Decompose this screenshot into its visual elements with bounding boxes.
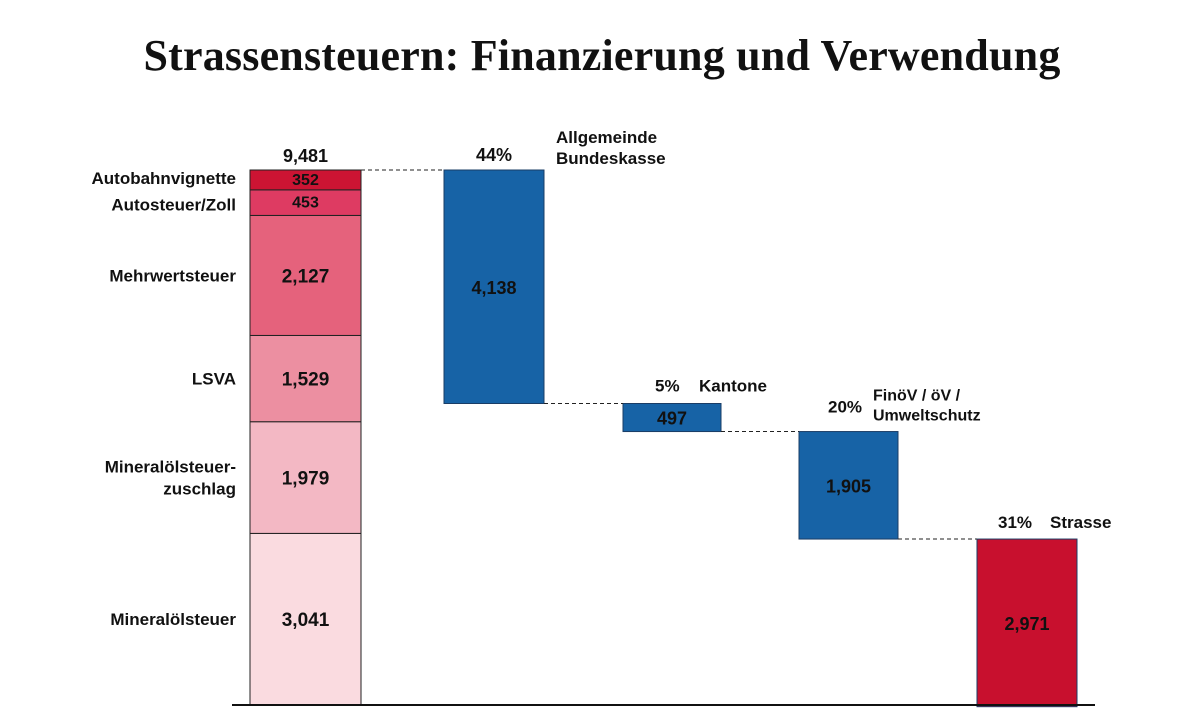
use-percent-label-1: 5% — [655, 377, 680, 396]
use-value-label-1: 497 — [657, 409, 687, 429]
source-value-label-3: 2,127 — [282, 266, 330, 287]
source-segment-5 — [249, 169, 362, 191]
source-category-label-4-0: Autosteuer/Zoll — [111, 196, 236, 215]
source-category-label-5-0: Autobahnvignette — [92, 169, 237, 188]
use-category-label-2-1: Umweltschutz — [873, 408, 981, 425]
use-bar-0 — [443, 169, 545, 405]
use-value-label-2: 1,905 — [826, 476, 871, 496]
chart-title: Strassensteuern: Finanzierung und Verwen… — [143, 31, 1061, 80]
connector-lines — [361, 169, 977, 540]
source-value-label-5: 352 — [292, 172, 319, 189]
source-category-label-2-0: LSVA — [192, 370, 236, 389]
use-category-label-2-0: FinöV / öV / — [873, 388, 961, 405]
use-bar-2 — [798, 431, 899, 540]
source-value-label-1: 1,979 — [282, 469, 330, 490]
source-value-label-0: 3,041 — [282, 610, 330, 631]
use-bar-3 — [976, 538, 1078, 708]
source-segment-3 — [249, 214, 362, 336]
use-category-label-0-1: Bundeskasse — [556, 149, 666, 168]
use-bars: 4,138 44% Allgemeinde Bundeskasse 497 5% Kanto… — [443, 128, 1111, 708]
use-percent-label-2: 20% — [828, 398, 862, 417]
use-percent-label-3: 31% — [998, 513, 1032, 532]
use-category-label-3-0: Strasse — [1050, 513, 1111, 532]
use-value-label-0: 4,138 — [471, 278, 516, 298]
source-category-label-3-0: Mehrwertsteuer — [109, 266, 236, 285]
total-label: 9,481 — [283, 146, 328, 166]
use-percent-label-0: 44% — [476, 145, 512, 165]
use-category-label-0-0: Allgemeinde — [556, 128, 657, 147]
source-segment-4 — [249, 189, 362, 216]
source-segment-0 — [249, 532, 362, 706]
use-category-label-1-0: Kantone — [699, 377, 767, 396]
source-value-label-4: 453 — [292, 195, 319, 212]
use-bar-1 — [622, 403, 722, 433]
source-category-label-0-0: Mineralölsteuer — [110, 610, 236, 629]
source-category-label-1-0: Mineralölsteuer- — [105, 458, 236, 477]
source-stack: 3,041 Mineralölsteuer 1,979 Mineralölsteuer… — [92, 146, 362, 706]
source-category-label-1-1: zuschlag — [163, 480, 236, 499]
source-value-label-2: 1,529 — [282, 370, 330, 391]
source-segment-2 — [249, 334, 362, 423]
use-value-label-3: 2,971 — [1004, 614, 1049, 634]
